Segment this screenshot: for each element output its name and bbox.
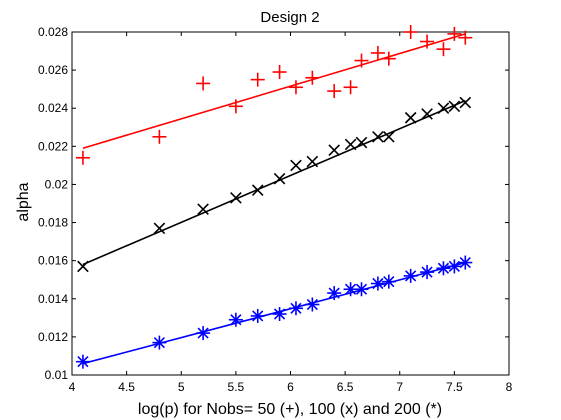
- data-point: [420, 34, 435, 49]
- y-tick-label: 0.026: [38, 63, 68, 77]
- data-point: [250, 72, 265, 87]
- data-point: [328, 144, 341, 156]
- data-point: [272, 65, 287, 80]
- data-point: [447, 26, 462, 41]
- plot-area: [71, 31, 510, 376]
- data-point: [152, 129, 167, 144]
- data-point: [381, 51, 396, 66]
- data-point: [436, 261, 451, 276]
- y-tick-label: 0.014: [38, 292, 68, 306]
- x-tick-label: 7.5: [446, 380, 463, 394]
- data-point: [228, 99, 243, 114]
- data-point: [344, 138, 357, 151]
- data-point: [381, 274, 396, 289]
- x-tick-label: 7: [396, 380, 403, 394]
- data-point: [459, 96, 472, 109]
- y-tick-label: 0.02: [45, 177, 69, 191]
- data-point: [251, 184, 264, 196]
- x-tick-label: 5.5: [228, 380, 245, 394]
- y-tick-label: 0.01: [45, 368, 69, 382]
- data-point: [370, 276, 385, 291]
- x-tick-label: 5: [178, 380, 185, 394]
- data-point: [305, 297, 320, 312]
- y-tick-label: 0.028: [38, 25, 68, 39]
- data-point: [448, 100, 461, 113]
- data-point: [354, 282, 369, 297]
- data-point: [327, 286, 342, 301]
- x-tick-label: 4: [69, 380, 76, 394]
- data-point: [196, 76, 211, 91]
- data-point: [250, 308, 265, 323]
- data-point: [152, 335, 167, 350]
- data-point: [305, 70, 320, 85]
- data-point: [290, 159, 302, 172]
- data-point: [153, 222, 166, 235]
- y-tick-label: 0.016: [38, 254, 68, 268]
- data-point: [75, 354, 90, 369]
- data-point: [230, 191, 242, 204]
- data-point: [354, 53, 369, 68]
- data-point: [372, 130, 384, 143]
- y-tick-label: 0.024: [38, 101, 68, 115]
- y-tick-label: 0.018: [38, 216, 68, 230]
- data-point: [447, 259, 462, 274]
- y-axis-label: alpha: [15, 182, 32, 221]
- x-axis-label: log(p) for Nobs= 50 (+), 100 (x) and 200…: [138, 401, 442, 418]
- x-tick-label: 8: [506, 380, 513, 394]
- data-points: [75, 25, 473, 369]
- data-point: [75, 150, 90, 165]
- data-point: [436, 42, 451, 57]
- data-point: [228, 312, 243, 327]
- data-point: [77, 260, 89, 273]
- fit-lines: [82, 33, 466, 365]
- data-point: [196, 326, 211, 341]
- x-tick-label: 6.5: [337, 380, 354, 394]
- data-point: [458, 255, 473, 270]
- data-point: [421, 108, 433, 120]
- y-axis: 0.01 0.012 0.014 0.016 0.018 0.02 0.022 0.024 0.…: [38, 25, 509, 382]
- data-point: [327, 84, 342, 99]
- data-point: [355, 136, 368, 149]
- data-point: [288, 301, 303, 316]
- data-point: [273, 172, 286, 185]
- data-point: [370, 45, 385, 60]
- data-point: [383, 130, 395, 143]
- fit-line: [82, 261, 466, 365]
- data-point: [197, 203, 209, 216]
- data-point: [404, 111, 417, 124]
- x-tick-label: 4.5: [118, 380, 135, 394]
- data-point: [437, 102, 450, 115]
- data-point: [403, 268, 418, 283]
- data-point: [288, 80, 303, 95]
- data-point: [306, 155, 319, 168]
- fit-line: [82, 99, 466, 266]
- fit-line: [82, 33, 466, 150]
- data-point: [272, 307, 287, 322]
- y-tick-label: 0.022: [38, 139, 68, 153]
- data-point: [420, 265, 435, 280]
- data-point: [403, 25, 418, 39]
- y-tick-label: 0.012: [38, 330, 68, 344]
- x-tick-label: 6: [287, 380, 294, 394]
- data-point: [458, 30, 473, 45]
- chart-title: Design 2: [260, 9, 319, 26]
- data-point: [343, 80, 358, 95]
- x-axis: 4 4.5 5 5.5 6 6.5 7 7.5 8: [69, 32, 513, 394]
